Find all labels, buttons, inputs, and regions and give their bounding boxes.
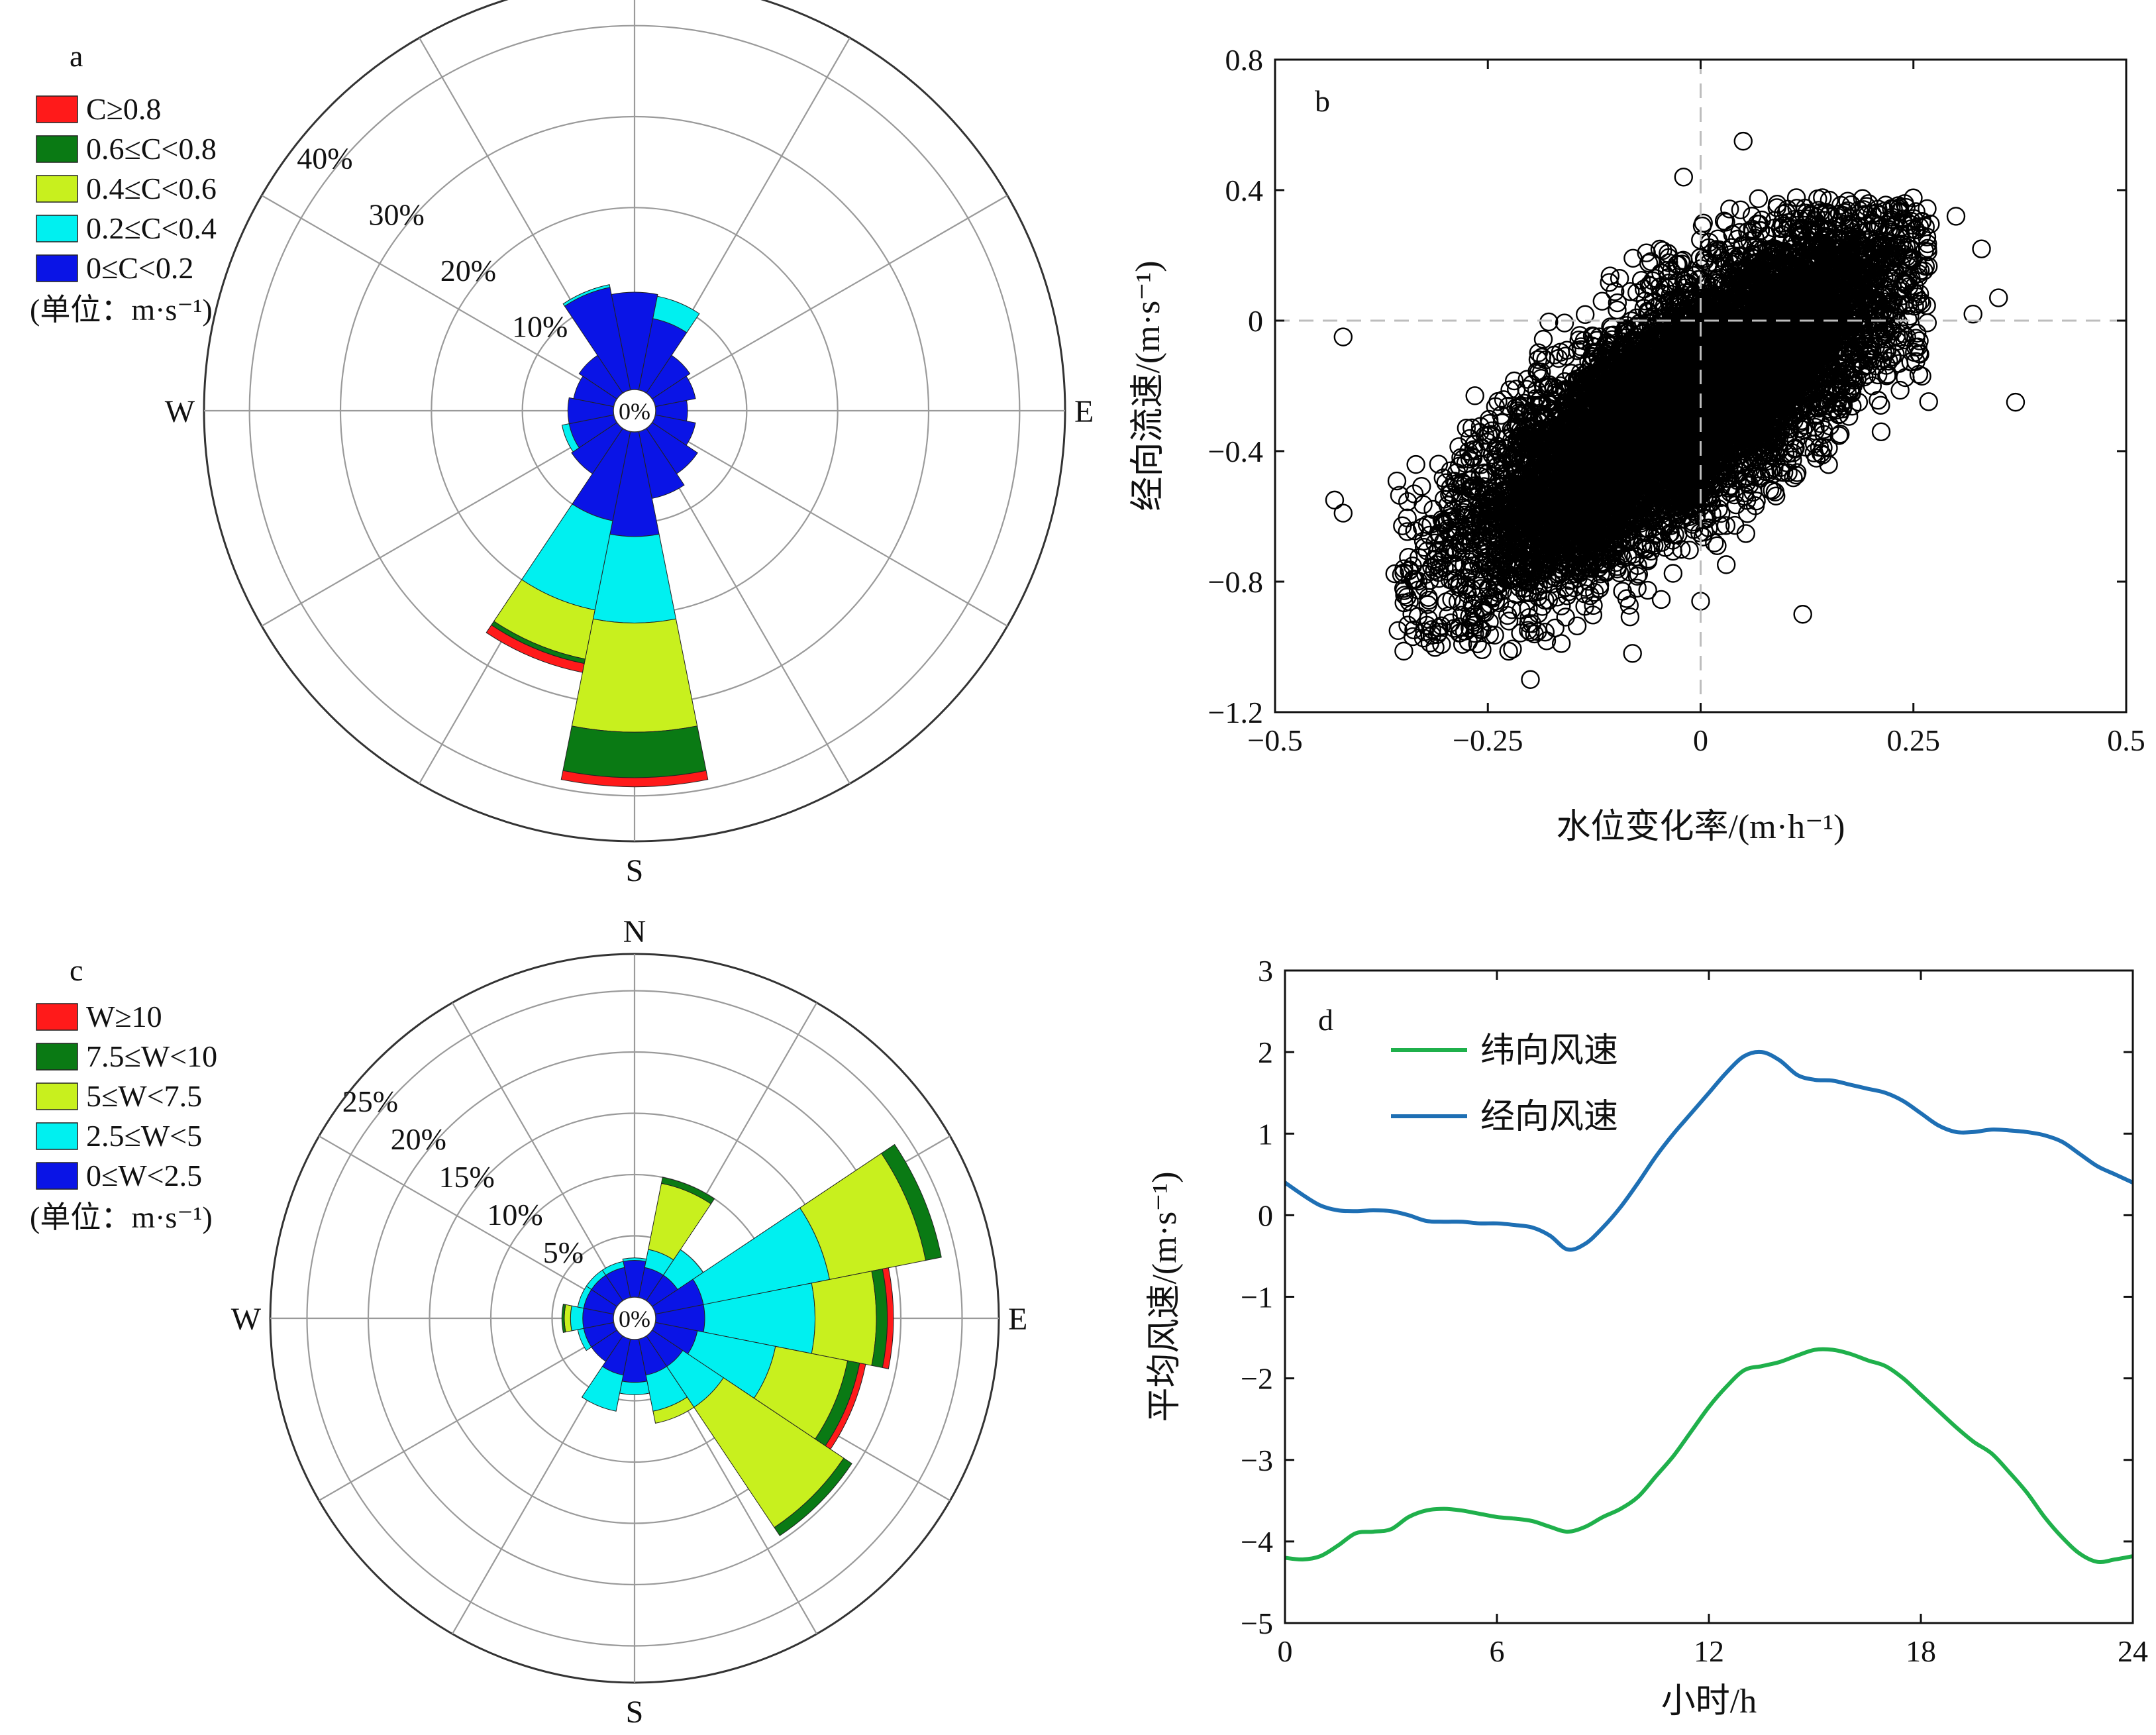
scatter-point [1450, 623, 1469, 643]
scatter-point [1503, 639, 1522, 658]
legend-swatch [36, 215, 78, 242]
rose-petal-segment [561, 423, 580, 452]
panel-b-letter: b [1315, 84, 1330, 118]
scatter-point [1465, 386, 1484, 405]
legend-unit-label: (单位：m·s⁻¹) [30, 293, 213, 327]
rose-radial-label: 30% [369, 197, 425, 231]
scatter-point [1398, 615, 1417, 635]
rose-petal-segment [571, 618, 698, 733]
legend-label: C≥0.8 [86, 92, 161, 126]
legend-swatch [36, 175, 78, 203]
rose-spoke [261, 195, 635, 411]
compass-s-label: S [626, 853, 644, 888]
scatter-point [1556, 607, 1575, 627]
scatter-point [1555, 313, 1574, 333]
legend-label: 0.6≤C<0.8 [86, 132, 217, 166]
rose-center-label: 0% [619, 398, 650, 425]
scatter-point [1802, 206, 1821, 225]
scatter-point [1394, 641, 1413, 661]
scatter-point [1406, 454, 1425, 474]
scatter-point [1592, 291, 1612, 311]
rose-radial-label: 10% [512, 309, 568, 343]
scatter-point [1439, 606, 1458, 626]
legend-swatch [36, 135, 78, 163]
scatter-point [1480, 625, 1499, 644]
scatter-point [1461, 618, 1480, 638]
scatter-point [1468, 634, 1487, 654]
scatter-point [1472, 640, 1492, 660]
rose-petal-segment [562, 725, 707, 778]
scatter-point [1736, 524, 1756, 543]
scatter-point [1537, 631, 1557, 651]
rose-radial-label: 20% [440, 254, 496, 288]
scatter-point [1721, 483, 1740, 502]
scatter-point [1504, 371, 1524, 391]
rose-petal-segment [486, 624, 585, 673]
legend-a: C≥0.8 0.6≤C<0.8 0.4≤C<0.6 0.2≤C<0.4 0≤C<0.2 (… [30, 92, 217, 327]
compass-w-label: W [165, 394, 195, 429]
scatter-points [1325, 131, 2026, 689]
scatter-point [1714, 211, 1734, 231]
scatter-point [1499, 641, 1518, 661]
scatter-point [1443, 571, 1463, 590]
scatter-point [1575, 597, 1594, 616]
scatter-point [1533, 329, 1553, 349]
scatter-point [1712, 503, 1731, 523]
legend-label: 0.4≤C<0.6 [86, 172, 217, 205]
scatter-point [1663, 564, 1683, 583]
rose-petal-segment [562, 284, 611, 307]
scatter-point [1457, 418, 1476, 438]
scatter-point [1786, 431, 1806, 450]
rose-petal-segment [652, 295, 700, 333]
scatter-point [1720, 199, 1739, 219]
panel-a-letter: a [70, 39, 83, 73]
scatter-point [1651, 590, 1671, 609]
scatter-point [1620, 607, 1640, 627]
scatter-point [1567, 616, 1587, 636]
scatter-point [1672, 540, 1691, 559]
scatter-point [1918, 199, 1937, 219]
scatter-point [1419, 590, 1439, 610]
scatter-point [1723, 225, 1742, 244]
scatter-point [1545, 618, 1565, 638]
scatter-point [1600, 273, 1619, 292]
scatter-point [1731, 200, 1751, 219]
rose-radial-label: 40% [297, 142, 352, 176]
scatter-plot-b: −0.5 −0.25 0 0.25 0.5−1.2−0.8−0.400.40.8水位变化… [1129, 43, 2145, 846]
scatter-point [1725, 485, 1744, 505]
scatter-point [1398, 522, 1417, 541]
scatter-point [1820, 402, 1840, 421]
scatter-point [1429, 454, 1449, 474]
scatter-point [1716, 555, 1736, 574]
rose-spoke [634, 410, 1008, 627]
legend-label: 0.2≤C<0.4 [86, 211, 217, 245]
legend-swatch [36, 95, 78, 123]
compass-e-label: E [1074, 394, 1094, 429]
scatter-point [1415, 537, 1434, 557]
scatter-point [1415, 622, 1434, 641]
scatter-point [1621, 282, 1640, 301]
scatter-point [1529, 343, 1548, 362]
rose-center-hole [613, 389, 656, 433]
legend-label: 0≤C<0.2 [86, 251, 193, 285]
scatter-point [1608, 300, 1627, 320]
scatter-point [1786, 188, 1806, 207]
scatter-point [1425, 533, 1445, 553]
scatter-point [1535, 623, 1555, 642]
panel-b-scatter: b −0.5 −0.25 0 0.25 0.5−1.2−0.8−0.400.40.8水位… [1129, 43, 2145, 846]
legend-swatch [36, 254, 78, 282]
scatter-point [1907, 323, 1927, 343]
rose-spoke [634, 195, 1008, 411]
rose-petal-segment [560, 770, 709, 788]
scatter-point [1608, 293, 1627, 313]
